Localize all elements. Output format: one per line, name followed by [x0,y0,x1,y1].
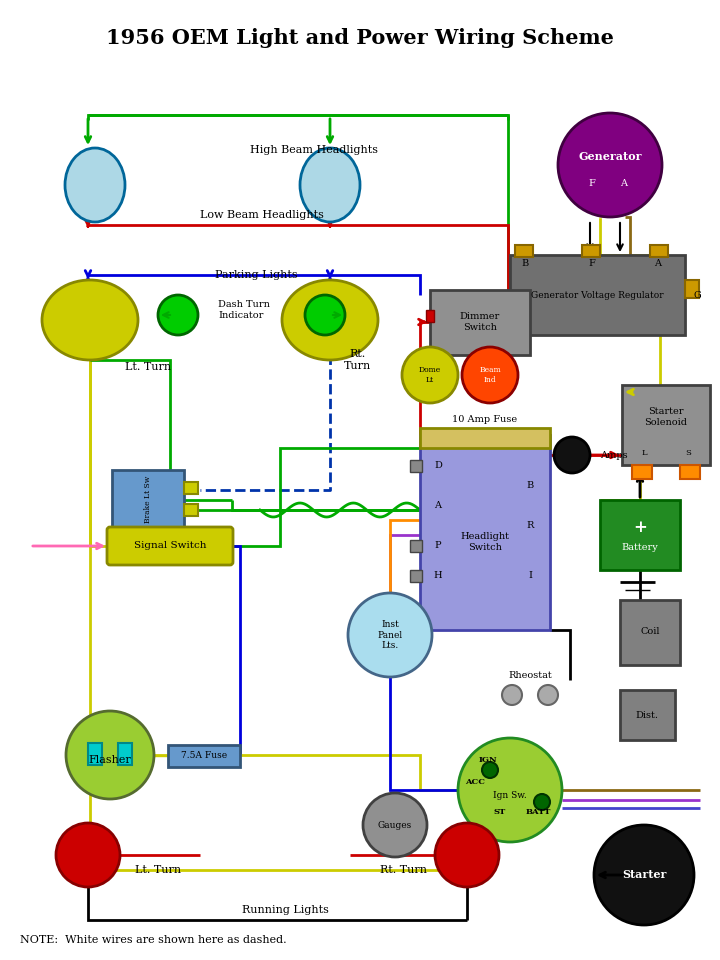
Text: D: D [434,461,442,469]
Text: Starter
Solenoid: Starter Solenoid [644,407,688,426]
Bar [410,540,422,552]
Circle shape [554,437,590,473]
Text: L: L [642,449,647,457]
Text: 7.5A Fuse: 7.5A Fuse [181,752,227,760]
Text: Headlight
Switch: Headlight Switch [461,532,510,552]
Text: Dash Turn
Indicator: Dash Turn Indicator [218,300,270,320]
Text: Lt. Turn: Lt. Turn [125,362,171,372]
Circle shape [458,738,562,842]
Text: F: F [588,179,595,187]
Bar [620,600,680,665]
Bar [680,465,700,479]
Bar [426,310,434,322]
Bar [184,482,198,494]
Text: Brake Lt Sw: Brake Lt Sw [144,475,152,522]
Text: Signal Switch: Signal Switch [134,541,206,550]
Text: Generator Voltage Regulator: Generator Voltage Regulator [531,291,663,300]
Circle shape [348,593,432,677]
Ellipse shape [282,280,378,360]
Text: ACC: ACC [465,778,485,786]
Text: +: + [633,518,647,536]
Ellipse shape [42,280,138,360]
Circle shape [534,794,550,810]
Bar [582,245,600,257]
Text: A: A [434,500,441,510]
Bar [685,280,699,298]
Bar [410,570,422,582]
Bar [168,745,240,767]
Text: Rt. Turn: Rt. Turn [380,865,427,875]
Text: Dimmer
Switch: Dimmer Switch [460,312,500,332]
Text: Flasher: Flasher [89,755,131,765]
Bar [112,470,184,528]
Text: F: F [588,258,595,268]
Text: Dist.: Dist. [636,710,659,719]
Text: ST: ST [494,808,506,816]
Text: Ign Sw.: Ign Sw. [493,790,527,800]
Text: BATT: BATT [526,808,551,816]
Text: Low Beam Headlights: Low Beam Headlights [200,210,324,220]
Text: Running Lights: Running Lights [242,905,328,915]
Bar [430,290,530,355]
Circle shape [482,762,498,778]
Text: A: A [654,258,662,268]
Circle shape [538,685,558,705]
Bar [600,500,680,570]
Text: Dome
Lt: Dome Lt [419,367,441,384]
Bar [88,743,102,765]
Text: G: G [693,291,701,300]
Text: NOTE:  White wires are shown here as dashed.: NOTE: White wires are shown here as dash… [20,935,287,945]
Ellipse shape [300,148,360,222]
Text: High Beam Headlights: High Beam Headlights [250,145,378,155]
Bar [184,504,198,516]
Circle shape [66,711,154,799]
Bar [410,460,422,472]
Text: Battery: Battery [621,542,658,551]
Text: R: R [526,520,534,530]
Circle shape [402,347,458,403]
Bar [650,245,668,257]
Text: Rt.
Turn: Rt. Turn [344,349,372,371]
Bar [510,255,685,335]
Bar [515,245,533,257]
Circle shape [363,793,427,857]
Circle shape [558,113,662,217]
Text: B: B [521,258,528,268]
Circle shape [305,295,345,335]
Text: Beam
Ind: Beam Ind [479,367,501,384]
Text: Parking Lights: Parking Lights [215,270,297,280]
Circle shape [56,823,120,887]
Bar [420,428,550,448]
Text: H: H [433,570,442,580]
Text: P: P [435,540,441,549]
Text: 1956 OEM Light and Power Wiring Scheme: 1956 OEM Light and Power Wiring Scheme [106,28,614,48]
Circle shape [594,825,694,925]
Text: Inst
Panel
Lts.: Inst Panel Lts. [377,620,402,650]
Text: Gauges: Gauges [378,821,412,829]
Text: 10 Amp Fuse: 10 Amp Fuse [452,416,518,424]
Bar [118,743,132,765]
Text: Rheostat: Rheostat [508,670,552,680]
FancyBboxPatch shape [107,527,233,565]
Circle shape [502,685,522,705]
Text: Amps: Amps [600,450,628,460]
Circle shape [462,347,518,403]
Text: A: A [621,179,628,187]
Text: Coil: Coil [640,628,660,636]
Bar [632,465,652,479]
Bar [620,690,675,740]
Text: S: S [685,449,691,457]
Text: B: B [526,481,534,490]
Circle shape [435,823,499,887]
Ellipse shape [65,148,125,222]
Bar [622,385,710,465]
Text: IGN: IGN [479,756,498,764]
Text: I: I [528,570,532,580]
Text: Starter: Starter [622,870,666,880]
Circle shape [158,295,198,335]
Text: Lt. Turn: Lt. Turn [135,865,181,875]
Bar [420,435,550,630]
Text: Generator: Generator [578,152,642,162]
